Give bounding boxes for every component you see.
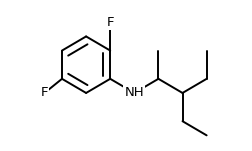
Text: NH: NH xyxy=(124,87,144,100)
Text: F: F xyxy=(106,16,114,29)
Text: F: F xyxy=(41,87,48,100)
